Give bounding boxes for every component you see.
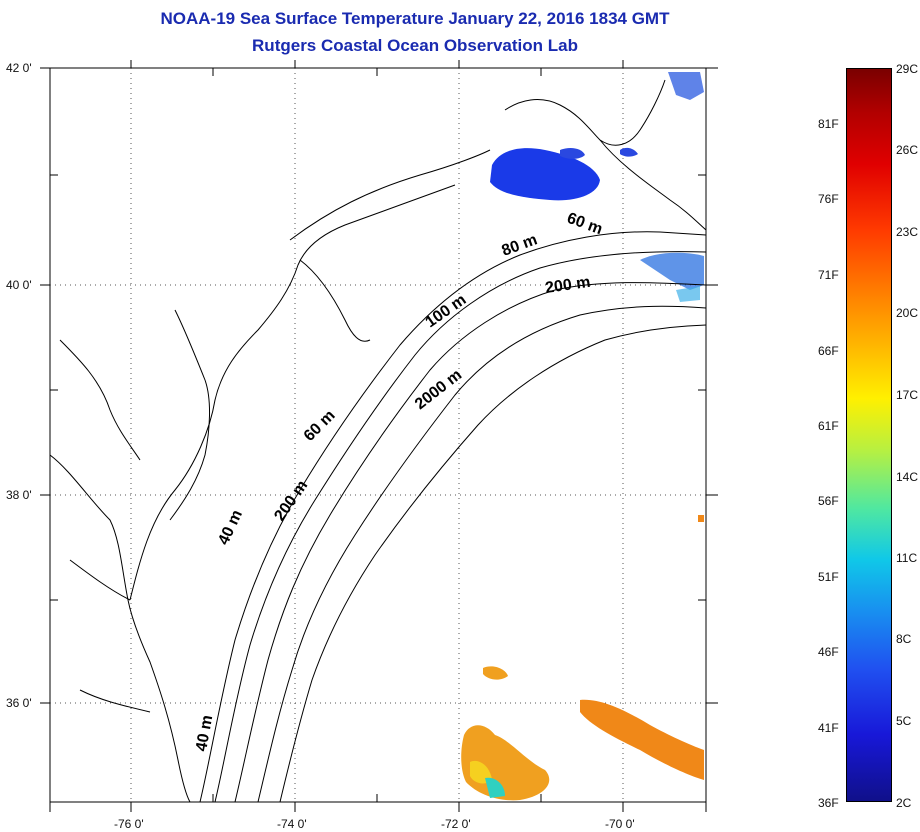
lon-label-72: -72 0': [441, 817, 471, 831]
colorbar-f-label: 76F: [818, 192, 839, 206]
coastline: [49, 79, 707, 803]
lat-label-42: 42 0': [6, 61, 32, 75]
contour-label: 40 m: [193, 714, 216, 753]
colorbar-f-label: 51F: [818, 570, 839, 584]
temperature-colorbar: [846, 68, 892, 802]
lon-label-76: -76 0': [114, 817, 144, 831]
colorbar-c-label: 26C: [896, 143, 919, 157]
colorbar-c-label: 17C: [896, 388, 919, 402]
lon-label-70: -70 0': [605, 817, 635, 831]
colorbar-c-label: 2C: [896, 796, 912, 810]
map-frame: [49, 67, 707, 803]
colorbar-f-label: 66F: [818, 344, 839, 358]
lat-label-36: 36 0': [6, 696, 32, 710]
colorbar-c-label: 8C: [896, 632, 912, 646]
bathymetry-contours: [199, 231, 707, 803]
sst-warm-patch: [461, 515, 704, 801]
sst-cold-patch: [490, 72, 704, 302]
colorbar-c-label: 5C: [896, 714, 912, 728]
lat-label-38: 38 0': [6, 488, 32, 502]
colorbar-c-label: 20C: [896, 306, 919, 320]
map-title: NOAA-19 Sea Surface Temperature January …: [160, 9, 670, 28]
colorbar-f-label: 56F: [818, 494, 839, 508]
colorbar-c-label: 14C: [896, 470, 919, 484]
colorbar-c-label: 29C: [896, 62, 919, 76]
contour-label: 200 m: [544, 274, 591, 297]
colorbar-f-label: 36F: [818, 796, 839, 810]
colorbar-c-label: 23C: [896, 225, 919, 239]
axis-ticks: [40, 60, 718, 812]
colorbar-f-label: 81F: [818, 117, 839, 131]
colorbar-f-label: 61F: [818, 419, 839, 433]
map-subtitle: Rutgers Coastal Ocean Observation Lab: [252, 36, 578, 55]
colorbar-f-label: 41F: [818, 721, 839, 735]
lat-label-40: 40 0': [6, 278, 32, 292]
colorbar-c-label: 11C: [896, 551, 918, 565]
lon-label-74: -74 0': [277, 817, 307, 831]
colorbar-f-label: 71F: [818, 268, 839, 282]
colorbar-f-label: 46F: [818, 645, 839, 659]
